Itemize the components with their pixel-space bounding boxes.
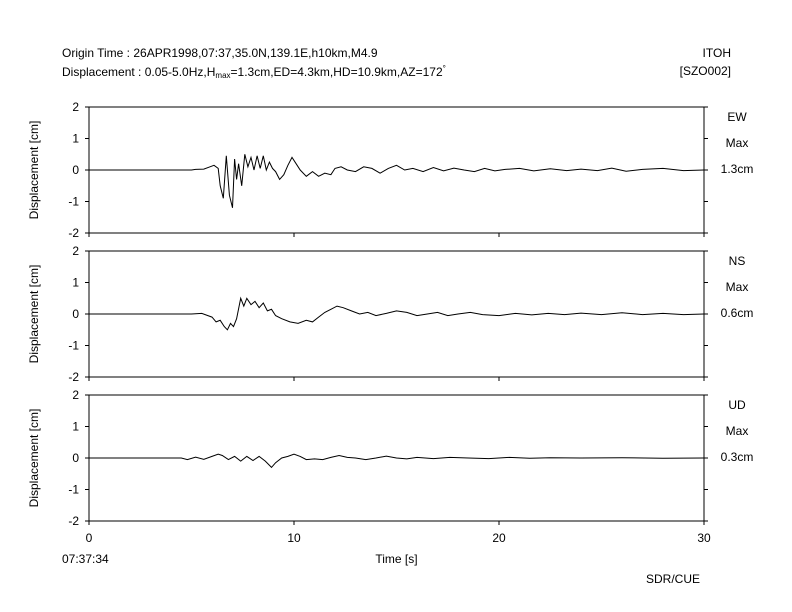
y-axis-label: Displacement [cm] [27,121,41,220]
y-tick-label: 1 [72,276,79,290]
start-time-label: 07:37:34 [62,552,109,566]
displacement-params: =1.3cm,ED=4.3km,HD=10.9km,AZ=172 [230,65,443,79]
max-value: 1.3cm [721,162,754,176]
waveform-ud [89,453,705,469]
max-value: 0.3cm [721,450,754,464]
brand-label: SDR/CUE [645,572,700,586]
y-tick-label: 1 [72,132,79,146]
component-label: NS [729,254,746,268]
y-tick-label: -2 [68,370,79,384]
max-label: Max [726,424,749,438]
waveform-ns [89,296,705,331]
y-tick-label: 0 [72,451,79,465]
panel-ns: 2 1 0 -1 -2 Displacement [cm] NS Max 0.6cm [27,244,753,384]
station-code: [SZO002] [679,64,731,78]
x-tick-label: 0 [86,531,93,545]
x-axis-label: Time [s] [375,552,417,566]
y-axis-label: Displacement [cm] [27,409,41,508]
panel-ud: 2 1 0 -1 -2 Displacement [cm] UD Max 0.3cm [27,388,753,528]
panel-ew: 2 1 0 -1 -2 Displacement [cm] EW Max 1.3cm [27,100,753,240]
y-tick-label: 1 [72,420,79,434]
displacement-info-line: Displacement : 0.05-5.0Hz,Hmax=1.3cm,ED=… [62,64,446,80]
y-tick-label: -1 [68,483,79,497]
y-tick-label: -1 [68,195,79,209]
station-name: ITOH [702,46,731,60]
component-label: EW [727,110,747,124]
y-tick-label: 0 [72,163,79,177]
y-tick-label: -1 [68,339,79,353]
displacement-prefix: Displacement : 0.05-5.0Hz,H [62,65,216,79]
y-tick-label: -2 [68,514,79,528]
degree-mark: ° [442,64,446,73]
max-label: Max [726,280,749,294]
waveform-ew [89,154,705,208]
max-label: Max [726,136,749,150]
hmax-subscript: max [215,71,231,80]
y-tick-label: 2 [72,244,79,258]
x-tick-label: 10 [287,531,301,545]
component-label: UD [728,398,746,412]
y-tick-label: 2 [72,100,79,114]
y-axis-label: Displacement [cm] [27,265,41,364]
x-tick-label: 20 [492,531,506,545]
x-tick-label: 30 [697,531,711,545]
y-tick-label: 2 [72,388,79,402]
max-value: 0.6cm [721,306,754,320]
origin-time-line: Origin Time : 26APR1998,07:37,35.0N,139.… [62,46,378,60]
y-tick-label: 0 [72,307,79,321]
y-tick-label: -2 [68,226,79,240]
